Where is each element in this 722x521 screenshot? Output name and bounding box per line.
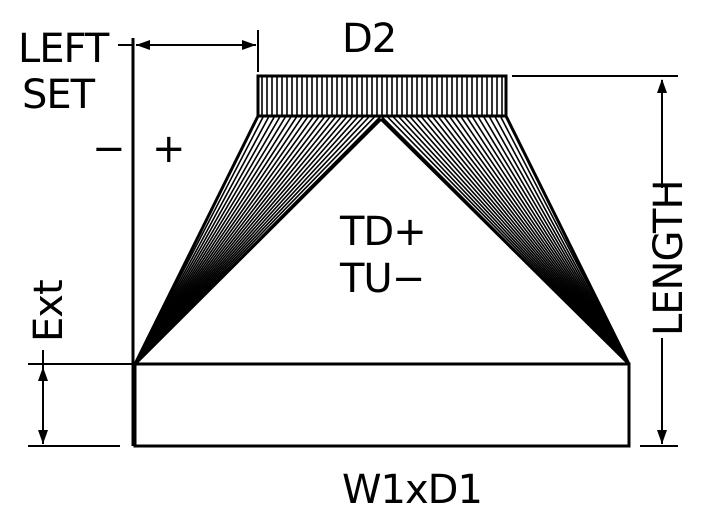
minus-sign: − — [92, 126, 125, 172]
plus-sign: + — [152, 126, 185, 172]
d2-label: D2 — [342, 16, 396, 62]
td-plus-label: TD+ — [339, 209, 426, 255]
bottom-base — [135, 364, 629, 446]
tu-minus-label: TU− — [339, 256, 424, 302]
ext-dimension — [28, 350, 133, 446]
length-label: LENGTH — [646, 180, 692, 336]
collar-hatching — [262, 76, 502, 116]
left-set-dimension — [118, 30, 258, 72]
w1xd1-label: W1xD1 — [342, 467, 482, 513]
set-label: SET — [22, 72, 96, 118]
ext-label: Ext — [26, 280, 72, 342]
left-label: LEFT — [18, 26, 110, 72]
